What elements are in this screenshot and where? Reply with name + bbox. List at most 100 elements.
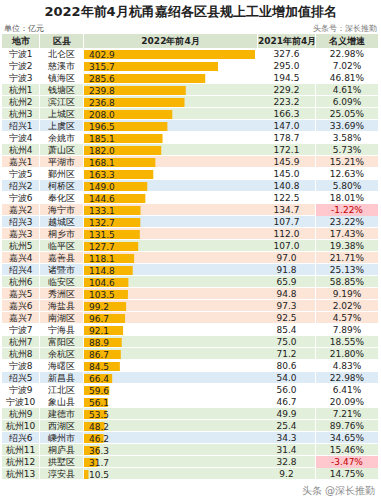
html-text:地市: 地市 [11, 36, 30, 46]
html-text:镇海区: 镇海区 [48, 73, 75, 83]
svg-text:86.7: 86.7 [89, 350, 109, 360]
html-text:46.81%: 46.81% [329, 73, 365, 83]
html-text:宁波6: 宁波6 [8, 193, 33, 203]
svg-text:31.7: 31.7 [89, 458, 109, 468]
svg-text:99.2: 99.2 [89, 302, 109, 312]
svg-text:84.5: 84.5 [89, 362, 109, 372]
html-text:6.09%: 6.09% [332, 97, 362, 107]
html-text:178.7: 178.7 [273, 133, 300, 143]
html-text:柯桥区: 柯桥区 [48, 181, 75, 191]
html-text:余姚市: 余姚市 [48, 133, 75, 143]
html-text:绍兴1: 绍兴1 [8, 121, 33, 131]
svg-text:46.2: 46.2 [89, 434, 109, 444]
html-text:327.6: 327.6 [273, 49, 300, 59]
html-text:宁波3: 宁波3 [8, 73, 33, 83]
svg-text:92.1: 92.1 [89, 326, 109, 336]
svg-text:168.1: 168.1 [89, 158, 115, 168]
html-text:滨江区: 滨江区 [48, 97, 75, 107]
html-text:33.69%: 33.69% [329, 121, 365, 131]
html-text:295.0: 295.0 [273, 61, 300, 71]
html-text:宁波4: 宁波4 [8, 133, 33, 143]
html-text:140.8: 140.8 [273, 181, 300, 191]
html-text:区县: 区县 [52, 36, 71, 46]
svg-text:127.7: 127.7 [89, 242, 115, 252]
svg-text:118.1: 118.1 [89, 254, 115, 264]
svg-text:96.7: 96.7 [89, 314, 109, 324]
svg-text:149.0: 149.0 [89, 182, 115, 192]
html-text:2022年前4月: 2022年前4月 [141, 36, 200, 46]
svg-text:236.8: 236.8 [89, 98, 115, 108]
html-text:22.98%: 22.98% [329, 49, 365, 59]
html-text:上城区: 上城区 [48, 109, 75, 119]
html-text:12.63%: 12.63% [329, 169, 365, 179]
html-text:166.3: 166.3 [273, 109, 300, 119]
html-text:18.01%: 18.01% [329, 193, 365, 203]
svg-text:59.6: 59.6 [89, 386, 109, 396]
html-text:头条 @深长推勤: 头条 @深长推勤 [301, 485, 375, 496]
html-text:宁波1: 宁波1 [8, 49, 33, 59]
svg-text:196.5: 196.5 [89, 122, 115, 132]
html-text:萧山区: 萧山区 [48, 145, 75, 155]
svg-text:163.3: 163.3 [89, 170, 115, 180]
html-text:145.0: 145.0 [273, 169, 300, 179]
html-text:奉化区: 奉化区 [48, 193, 75, 203]
html-text:海宁市: 海宁市 [48, 205, 75, 215]
html-text:25.05%: 25.05% [329, 109, 365, 119]
html-text:北仑区: 北仑区 [48, 49, 75, 59]
html-text:绍兴3: 绍兴3 [8, 217, 33, 227]
html-text:229.2: 229.2 [273, 85, 300, 95]
html-text:7.02%: 7.02% [332, 61, 362, 71]
html-text:15.21%: 15.21% [329, 157, 365, 167]
html-text:嘉兴2: 嘉兴2 [8, 205, 33, 215]
svg-text:10.5: 10.5 [89, 470, 109, 480]
html-text:钱塘区: 钱塘区 [48, 85, 75, 95]
svg-text:131.5: 131.5 [89, 230, 115, 240]
svg-text:36.3: 36.3 [89, 446, 109, 456]
html-text:绍兴2: 绍兴2 [8, 181, 33, 191]
html-text:134.7: 134.7 [273, 205, 300, 215]
svg-text:66.4: 66.4 [89, 374, 109, 384]
html-text:名义增速: 名义增速 [329, 36, 365, 46]
html-text:嘉兴1: 嘉兴1 [8, 157, 33, 167]
svg-text:185.1: 185.1 [89, 134, 115, 144]
html-text:172.1: 172.1 [273, 145, 300, 155]
html-text:223.2: 223.2 [273, 97, 300, 107]
svg-text:239.8: 239.8 [89, 86, 115, 96]
html-text:平湖市: 平湖市 [48, 157, 75, 167]
html-text:慈溪市: 慈溪市 [48, 61, 75, 71]
html-text:2021年前4月: 2021年前4月 [258, 36, 317, 46]
svg-text:88.9: 88.9 [89, 338, 109, 348]
svg-text:104.6: 104.6 [89, 278, 115, 288]
html-text:5.73%: 5.73% [332, 145, 362, 155]
svg-text:208.0: 208.0 [89, 110, 115, 120]
svg-text:53.5: 53.5 [89, 410, 109, 420]
svg-text:315.7: 315.7 [89, 62, 115, 72]
svg-text:182.0: 182.0 [89, 146, 115, 156]
html-text:5.80%: 5.80% [332, 181, 362, 191]
html-text:杭州2: 杭州2 [8, 97, 33, 107]
svg-text:402.9: 402.9 [89, 50, 115, 60]
html-text:147.0: 147.0 [273, 121, 300, 131]
svg-text:144.6: 144.6 [89, 194, 115, 204]
html-text:杭州1: 杭州1 [8, 85, 33, 95]
html-text:宁波2: 宁波2 [8, 61, 33, 71]
svg-text:114.8: 114.8 [89, 266, 115, 276]
html-text:145.9: 145.9 [273, 157, 300, 167]
svg-text:103.5: 103.5 [89, 290, 115, 300]
html-text:3.58%: 3.58% [332, 133, 362, 143]
html-text:杭州4: 杭州4 [8, 145, 33, 155]
html-text:杭州3: 杭州3 [8, 109, 33, 119]
svg-text:285.6: 285.6 [89, 74, 115, 84]
html-text:122.5: 122.5 [273, 193, 300, 203]
html-text:2022年前4月杭甬嘉绍各区县规上工业增加值排名: 2022年前4月杭甬嘉绍各区县规上工业增加值排名 [44, 4, 337, 19]
html-text:4.61%: 4.61% [332, 85, 362, 95]
svg-text:56.1: 56.1 [89, 398, 109, 408]
html-text:上虞区: 上虞区 [48, 121, 75, 131]
html-text:-1.22%: -1.22% [331, 205, 363, 215]
html-text:宁波5: 宁波5 [8, 169, 33, 179]
svg-text:132.7: 132.7 [89, 218, 115, 228]
svg-text:48.2: 48.2 [89, 422, 109, 432]
html-text:194.5: 194.5 [273, 73, 300, 83]
html-text:鄞州区: 鄞州区 [48, 169, 75, 179]
svg-text:133.1: 133.1 [89, 206, 115, 216]
